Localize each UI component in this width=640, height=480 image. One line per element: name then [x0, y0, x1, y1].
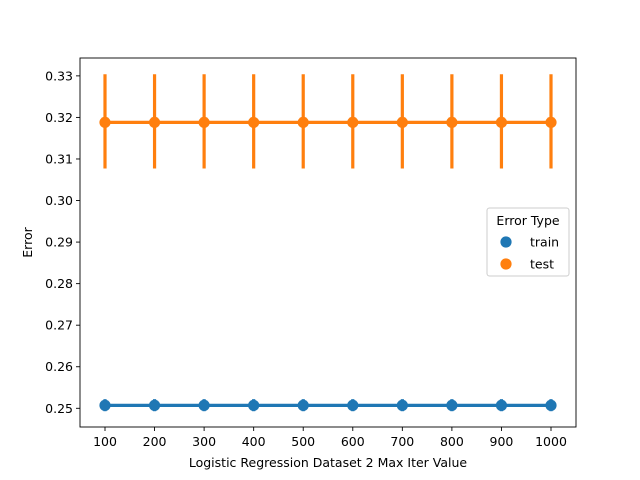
series-test — [99, 74, 557, 169]
x-tick-label: 100 — [93, 434, 117, 449]
y-tick-label: 0.25 — [45, 401, 73, 416]
legend-label-test: test — [530, 257, 554, 272]
data-point — [396, 116, 408, 129]
legend-label-train: train — [530, 235, 559, 250]
x-tick-label: 700 — [390, 434, 414, 449]
y-tick-label: 0.32 — [45, 110, 73, 125]
data-point — [248, 399, 260, 411]
x-tick-label: 800 — [440, 434, 464, 449]
legend-title: Error Type — [496, 213, 559, 228]
data-point — [297, 399, 309, 411]
data-point — [495, 399, 508, 411]
data-point — [99, 116, 111, 129]
x-axis-label: Logistic Regression Dataset 2 Max Iter V… — [189, 455, 468, 470]
data-point — [148, 399, 161, 411]
data-point — [148, 116, 161, 129]
y-tick-label: 0.33 — [45, 68, 73, 83]
data-point — [99, 399, 111, 411]
x-tick-label: 500 — [291, 434, 315, 449]
legend-items: train test — [500, 235, 559, 272]
y-tick-label: 0.30 — [45, 193, 73, 208]
legend: Error Type train test — [486, 207, 570, 277]
data-point — [347, 399, 359, 411]
data-point — [545, 399, 557, 411]
data-point — [198, 116, 210, 129]
y-axis-label: Error — [20, 226, 35, 257]
x-tick-label: 200 — [143, 434, 167, 449]
data-point — [446, 399, 458, 411]
data-point — [446, 116, 458, 129]
y-tick-label: 0.31 — [45, 151, 73, 166]
plot-area — [99, 74, 557, 412]
legend-marker-test — [500, 258, 512, 270]
x-tick-label: 900 — [490, 434, 514, 449]
data-point — [396, 399, 408, 411]
x-tick-label: 400 — [242, 434, 266, 449]
data-point — [297, 116, 309, 129]
axes: 100 200 300 400 500 600 700 800 900 1000 0.25 0.26 0… — [45, 68, 567, 449]
x-tick-label: 1000 — [535, 434, 567, 449]
data-point — [248, 116, 260, 129]
data-point — [495, 116, 508, 129]
data-point — [347, 116, 359, 129]
y-tick-label: 0.26 — [45, 359, 73, 374]
y-tick-label: 0.29 — [45, 235, 73, 250]
y-tick-label: 0.27 — [45, 318, 73, 333]
y-tick-label: 0.28 — [45, 276, 73, 291]
data-point — [198, 399, 210, 411]
series-train — [99, 399, 557, 412]
data-point — [545, 116, 557, 129]
x-tick-label: 300 — [192, 434, 216, 449]
legend-marker-train — [500, 236, 512, 248]
x-tick-label: 600 — [341, 434, 365, 449]
